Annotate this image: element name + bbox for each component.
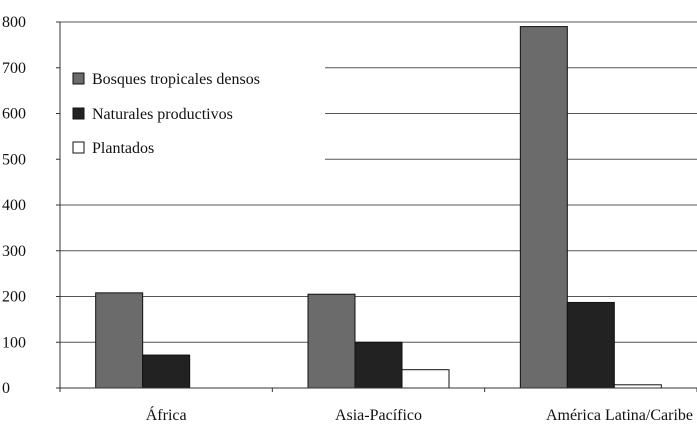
y-tick-label: 0 (2, 380, 10, 397)
legend-swatch (72, 107, 85, 120)
y-tick-label: 600 (2, 106, 26, 123)
bar-2-1 (142, 354, 191, 389)
legend-label: Plantados (92, 140, 154, 157)
y-tick-label: 200 (2, 289, 26, 306)
axes (56, 21, 697, 392)
legend-swatch (72, 141, 85, 154)
x-category-label: África (146, 405, 187, 424)
legend-label: Naturales productivos (92, 106, 233, 123)
legend: Bosques tropicales densos Naturales produ… (72, 71, 260, 157)
x-category-label: América Latina/Caribe (546, 407, 693, 424)
bar-1-2 (307, 293, 356, 389)
bar-1-3 (519, 26, 568, 389)
y-tick-label: 800 (2, 14, 26, 31)
y-tick-label: 300 (2, 243, 26, 260)
bar-1-1 (95, 292, 144, 389)
bar-2-3 (566, 301, 615, 389)
y-tick-label: 700 (2, 60, 26, 77)
y-tick-label: 400 (2, 197, 26, 214)
bar-3-2 (401, 369, 450, 389)
x-category-labels: África Asia-Pacífico América Latina/Caribe (146, 405, 693, 424)
y-tick-label: 500 (2, 151, 26, 168)
x-category-label: Asia-Pacífico (335, 407, 422, 424)
y-tick-labels: 0 100 200 300 400 500 600 700 800 (2, 14, 26, 397)
bars (95, 26, 662, 389)
bar-2-2 (354, 341, 403, 389)
legend-swatch (72, 72, 85, 85)
legend-label: Bosques tropicales densos (92, 71, 260, 88)
y-tick-label: 100 (2, 334, 26, 351)
